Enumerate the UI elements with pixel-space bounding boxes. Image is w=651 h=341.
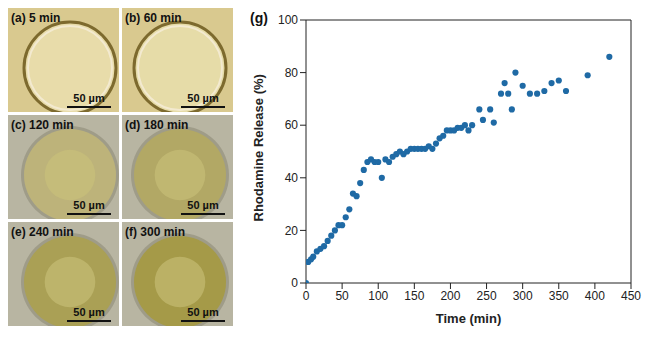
svg-text:Rhodamine Release (%): Rhodamine Release (%): [251, 74, 266, 221]
svg-text:50 µm: 50 µm: [73, 199, 105, 211]
svg-text:0: 0: [291, 276, 298, 290]
svg-text:100: 100: [278, 13, 298, 27]
svg-text:50 µm: 50 µm: [187, 92, 219, 104]
svg-text:Time (min): Time (min): [436, 311, 502, 326]
svg-text:50 µm: 50 µm: [73, 306, 105, 318]
svg-text:200: 200: [440, 289, 460, 303]
svg-text:(d) 180 min: (d) 180 min: [125, 118, 188, 132]
svg-text:250: 250: [477, 289, 497, 303]
svg-text:60: 60: [285, 118, 299, 132]
html-text:(g): (g): [250, 10, 268, 26]
svg-text:400: 400: [585, 289, 605, 303]
svg-text:50: 50: [335, 289, 349, 303]
svg-text:(e) 240 min: (e) 240 min: [11, 225, 74, 239]
svg-text:50 µm: 50 µm: [187, 199, 219, 211]
svg-text:20: 20: [285, 224, 299, 238]
svg-text:(b) 60 min: (b) 60 min: [125, 11, 182, 25]
svg-text:40: 40: [285, 171, 299, 185]
svg-text:150: 150: [404, 289, 424, 303]
svg-text:80: 80: [285, 66, 299, 80]
svg-text:350: 350: [549, 289, 569, 303]
svg-text:0: 0: [303, 289, 310, 303]
svg-text:(c) 120 min: (c) 120 min: [11, 118, 74, 132]
svg-text:50 µm: 50 µm: [187, 306, 219, 318]
svg-text:(f) 300 min: (f) 300 min: [125, 225, 185, 239]
svg-text:50 µm: 50 µm: [73, 92, 105, 104]
svg-text:(a) 5 min: (a) 5 min: [11, 11, 60, 25]
svg-text:450: 450: [621, 289, 641, 303]
svg-text:100: 100: [368, 289, 388, 303]
svg-text:300: 300: [513, 289, 533, 303]
